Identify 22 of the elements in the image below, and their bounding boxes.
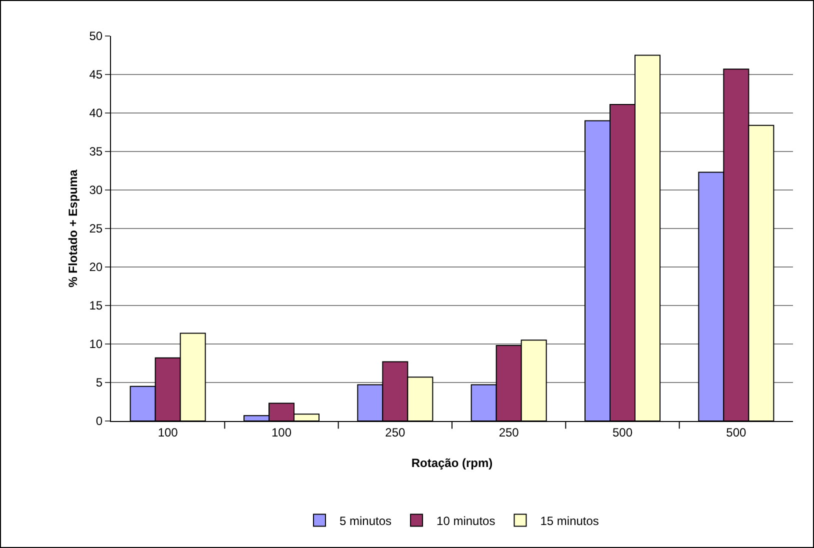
x-tick-label: 100 [158, 425, 178, 440]
x-axis-title: Rotação (rpm) [411, 456, 493, 470]
y-tick-label: 50 [89, 29, 103, 44]
x-tick-label: 500 [726, 425, 746, 440]
y-tick-label: 25 [89, 222, 103, 236]
y-tick-label: 40 [89, 106, 103, 120]
x-tick-label: 500 [612, 425, 633, 440]
y-tick-label: 35 [89, 144, 103, 159]
x-tick-label: 250 [498, 425, 520, 440]
legend-label: 5 minutos [340, 514, 392, 528]
y-axis-title: % Flotado + Espuma [66, 169, 80, 288]
legend-label: 10 minutos [436, 514, 496, 528]
legend-label: 15 minutos [540, 514, 599, 528]
y-tick-label: 5 [96, 376, 103, 390]
y-tick-label: 15 [89, 298, 103, 313]
y-tick-label: 45 [89, 68, 103, 82]
y-tick-label: 20 [89, 260, 103, 274]
x-tick-label: 100 [271, 425, 292, 440]
y-tick-label: 0 [96, 414, 103, 428]
y-tick-label: 30 [89, 183, 103, 198]
y-tick-label: 10 [89, 337, 103, 352]
x-tick-label: 250 [385, 425, 406, 440]
